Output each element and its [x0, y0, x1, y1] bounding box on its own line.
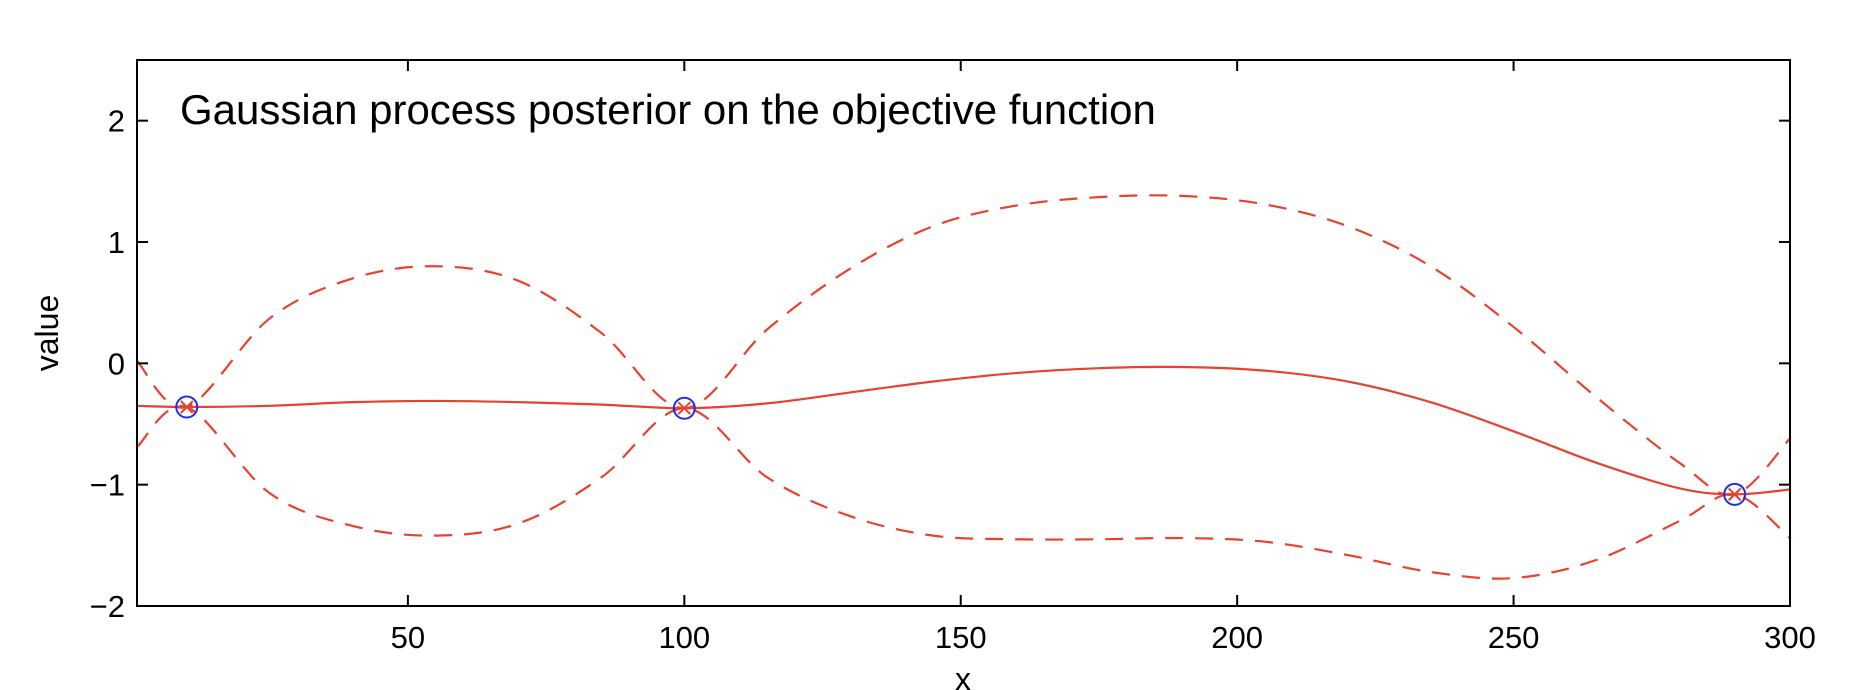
y-axis-label: value [29, 295, 65, 372]
observation-point [175, 395, 199, 419]
x-tick-labels: 50 100 150 200 250 300 [391, 620, 1816, 655]
series-upper-line [137, 194, 1790, 496]
observation-cross [677, 401, 692, 415]
x-tick-label: 50 [391, 620, 425, 655]
x-tick-label: 100 [658, 620, 710, 655]
series-mean-line [137, 365, 1790, 496]
y-tick-label: 1 [108, 225, 125, 260]
observation-cross [1728, 487, 1742, 502]
y-tick-labels: −2 −1 0 1 2 [90, 104, 125, 624]
x-tick-label: 150 [935, 620, 987, 655]
x-tick-label: 200 [1211, 620, 1263, 655]
plot-area: 50 100 150 200 250 300 −2 −1 0 1 2 [90, 59, 1816, 655]
observation-point [672, 396, 696, 420]
observation-cross [180, 400, 194, 414]
observation-point [1723, 482, 1747, 506]
chart-title: Gaussian process posterior on the object… [180, 86, 1156, 133]
series-layer [137, 194, 1790, 580]
y-tick-label: 0 [108, 346, 125, 381]
y-tick-label: −2 [90, 589, 125, 624]
tick-marks [137, 60, 1791, 607]
x-tick-label: 300 [1764, 620, 1816, 655]
x-tick-label: 250 [1488, 620, 1540, 655]
plot-frame [136, 59, 1791, 607]
series-lower-line [137, 405, 1790, 580]
observation-markers [175, 395, 1747, 506]
y-tick-label: 2 [108, 104, 125, 139]
x-axis-label: x [955, 661, 971, 690]
y-tick-label: −1 [90, 468, 125, 503]
